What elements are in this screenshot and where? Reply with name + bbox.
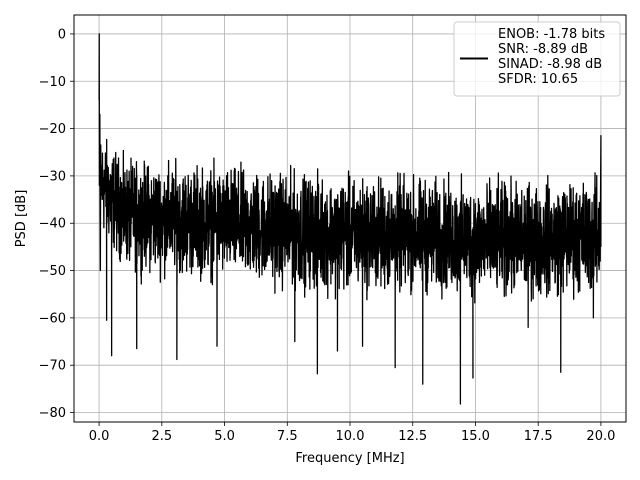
x-ticks: 0.0 2.5 5.0 7.5 10.0 12.5 15.0 17.5 20.0	[89, 422, 615, 444]
psd-trace-line	[98, 33, 602, 405]
legend-sinad: SINAD: -8.98 dB	[498, 57, 602, 72]
x-tick-label: 2.5	[151, 429, 172, 444]
y-ticks: 0 −10 −20 −30 −40 −50 −60 −70 −80	[39, 27, 74, 421]
x-tick-label: 7.5	[277, 429, 298, 444]
y-tick-label: −30	[39, 169, 66, 184]
x-tick-label: 17.5	[524, 429, 553, 444]
x-tick-label: 0.0	[89, 429, 110, 444]
x-tick-label: 12.5	[398, 429, 427, 444]
y-tick-label: 0	[58, 27, 66, 42]
plot-area	[98, 33, 602, 405]
psd-series	[98, 33, 602, 405]
legend-enob: ENOB: -1.78 bits	[498, 27, 605, 42]
y-axis-label: PSD [dB]	[14, 190, 29, 248]
x-tick-label: 20.0	[586, 429, 615, 444]
legend-sfdr: SFDR: 10.65	[498, 72, 578, 87]
y-tick-label: −70	[39, 359, 66, 374]
x-axis-label: Frequency [MHz]	[295, 451, 404, 466]
y-tick-label: −60	[39, 311, 66, 326]
y-tick-label: −50	[39, 264, 66, 279]
y-tick-label: −20	[39, 122, 66, 137]
legend: ENOB: -1.78 bits SNR: -8.89 dB SINAD: -8…	[453, 21, 621, 97]
y-tick-label: −40	[39, 217, 66, 232]
y-tick-label: −10	[39, 75, 66, 90]
x-tick-label: 10.0	[336, 429, 365, 444]
legend-snr: SNR: -8.89 dB	[498, 42, 588, 57]
x-tick-label: 15.0	[461, 429, 490, 444]
legend-frame	[453, 21, 621, 97]
y-tick-label: −80	[39, 406, 66, 421]
x-tick-label: 5.0	[214, 429, 235, 444]
